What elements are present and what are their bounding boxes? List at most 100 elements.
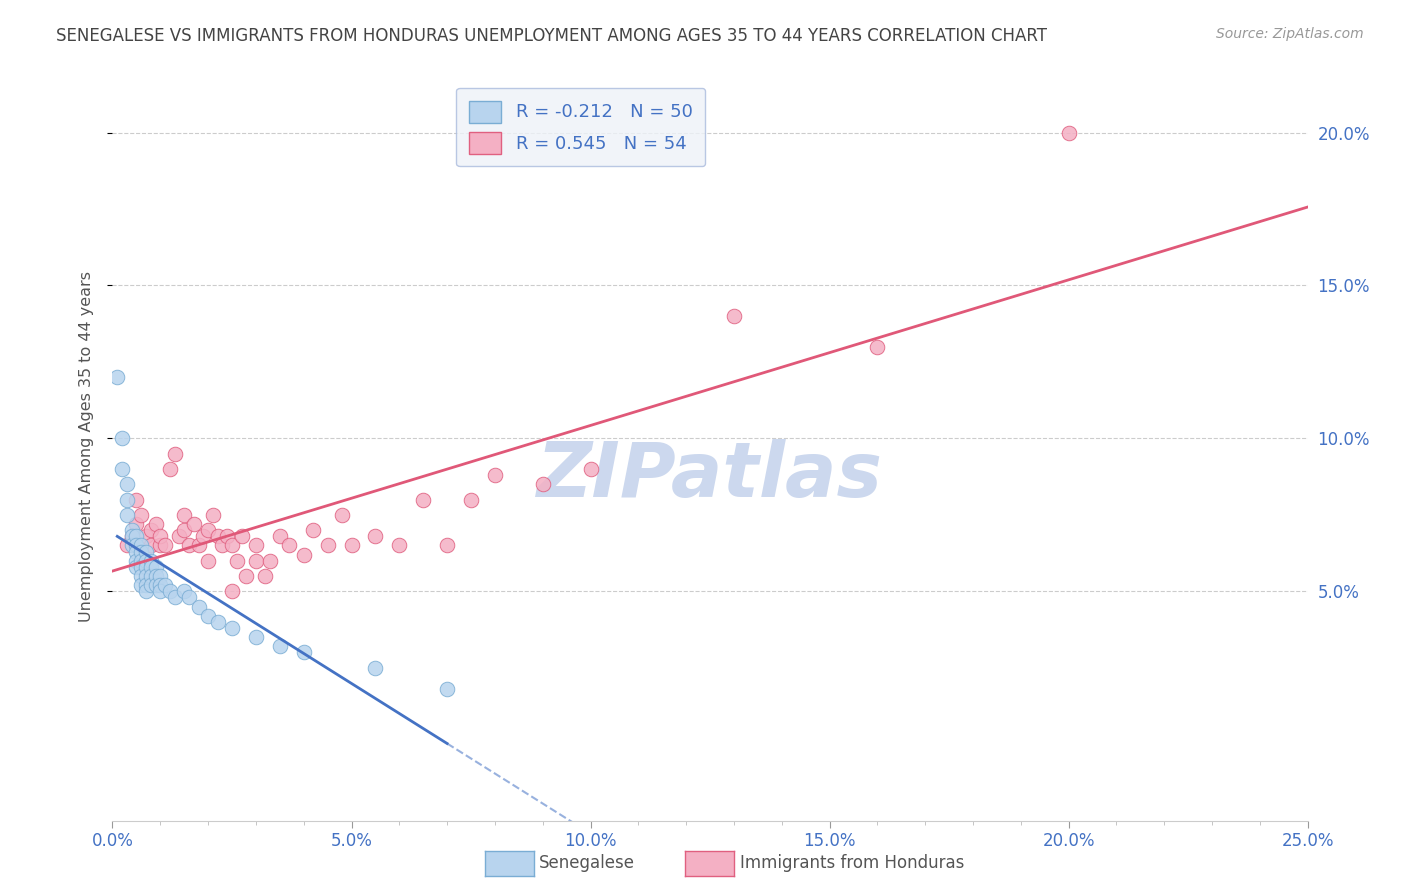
Point <box>139 523 162 537</box>
Point <box>412 492 434 507</box>
Point <box>159 584 181 599</box>
Point <box>211 538 233 552</box>
Point <box>193 529 215 543</box>
Point <box>153 578 176 592</box>
Point <box>340 538 363 552</box>
Point <box>149 529 172 543</box>
Point <box>135 578 157 592</box>
Point <box>316 538 339 552</box>
Point <box>221 584 243 599</box>
Point <box>460 492 482 507</box>
Point <box>197 554 219 568</box>
Point <box>866 340 889 354</box>
Text: ZIPatlas: ZIPatlas <box>537 439 883 513</box>
Point <box>330 508 353 522</box>
Point <box>723 309 745 323</box>
Point <box>125 554 148 568</box>
Point <box>129 578 152 592</box>
Point <box>135 569 157 583</box>
Point <box>121 529 143 543</box>
Point <box>259 554 281 568</box>
Point <box>129 554 152 568</box>
Point <box>201 508 224 522</box>
Point <box>129 538 152 552</box>
Point <box>177 591 200 605</box>
Point <box>187 599 209 614</box>
Point <box>129 559 152 574</box>
Point <box>125 492 148 507</box>
Point <box>149 538 172 552</box>
Point <box>245 630 267 644</box>
Y-axis label: Unemployment Among Ages 35 to 44 years: Unemployment Among Ages 35 to 44 years <box>79 270 94 622</box>
Point <box>531 477 554 491</box>
Point <box>269 640 291 654</box>
Point <box>125 516 148 531</box>
Point <box>145 559 167 574</box>
Text: Immigrants from Honduras: Immigrants from Honduras <box>740 855 965 872</box>
Point <box>153 538 176 552</box>
Point <box>436 538 458 552</box>
Point <box>125 529 148 543</box>
Point <box>129 569 152 583</box>
Text: Senegalese: Senegalese <box>538 855 634 872</box>
Point <box>436 682 458 697</box>
Point <box>125 544 148 558</box>
Point <box>135 544 157 558</box>
Point <box>292 548 315 562</box>
Point <box>115 508 138 522</box>
Point <box>292 645 315 659</box>
Point <box>139 559 162 574</box>
Point <box>139 569 162 583</box>
Point <box>145 516 167 531</box>
Point <box>121 523 143 537</box>
Point <box>221 538 243 552</box>
Point <box>169 529 191 543</box>
Point <box>121 529 143 543</box>
Point <box>125 538 148 552</box>
Point <box>364 529 387 543</box>
Text: SENEGALESE VS IMMIGRANTS FROM HONDURAS UNEMPLOYMENT AMONG AGES 35 TO 44 YEARS CO: SENEGALESE VS IMMIGRANTS FROM HONDURAS U… <box>56 27 1047 45</box>
Point <box>135 559 157 574</box>
Point <box>217 529 239 543</box>
Point <box>111 462 134 476</box>
Point <box>115 477 138 491</box>
Point <box>145 569 167 583</box>
Point <box>302 523 325 537</box>
Point <box>278 538 301 552</box>
Point <box>197 523 219 537</box>
Point <box>129 544 152 558</box>
Point <box>197 608 219 623</box>
Point <box>187 538 209 552</box>
Point <box>364 661 387 675</box>
Point <box>173 508 195 522</box>
Point <box>177 538 200 552</box>
Point <box>225 554 247 568</box>
Point <box>115 538 138 552</box>
Point <box>159 462 181 476</box>
Point <box>135 529 157 543</box>
Point <box>139 554 162 568</box>
Point <box>139 578 162 592</box>
Point <box>129 508 152 522</box>
Point <box>484 468 506 483</box>
Point <box>111 431 134 445</box>
Point <box>105 370 128 384</box>
Point <box>125 559 148 574</box>
Point <box>135 584 157 599</box>
Point <box>149 578 172 592</box>
Point <box>135 554 157 568</box>
Point <box>163 591 186 605</box>
Point <box>115 492 138 507</box>
Point <box>173 584 195 599</box>
Point <box>121 538 143 552</box>
Point <box>183 516 205 531</box>
Point <box>245 538 267 552</box>
Text: Source: ZipAtlas.com: Source: ZipAtlas.com <box>1216 27 1364 41</box>
Point <box>139 538 162 552</box>
Point <box>269 529 291 543</box>
Point <box>254 569 277 583</box>
Point <box>149 584 172 599</box>
Point <box>173 523 195 537</box>
Point <box>231 529 253 543</box>
Point <box>221 621 243 635</box>
